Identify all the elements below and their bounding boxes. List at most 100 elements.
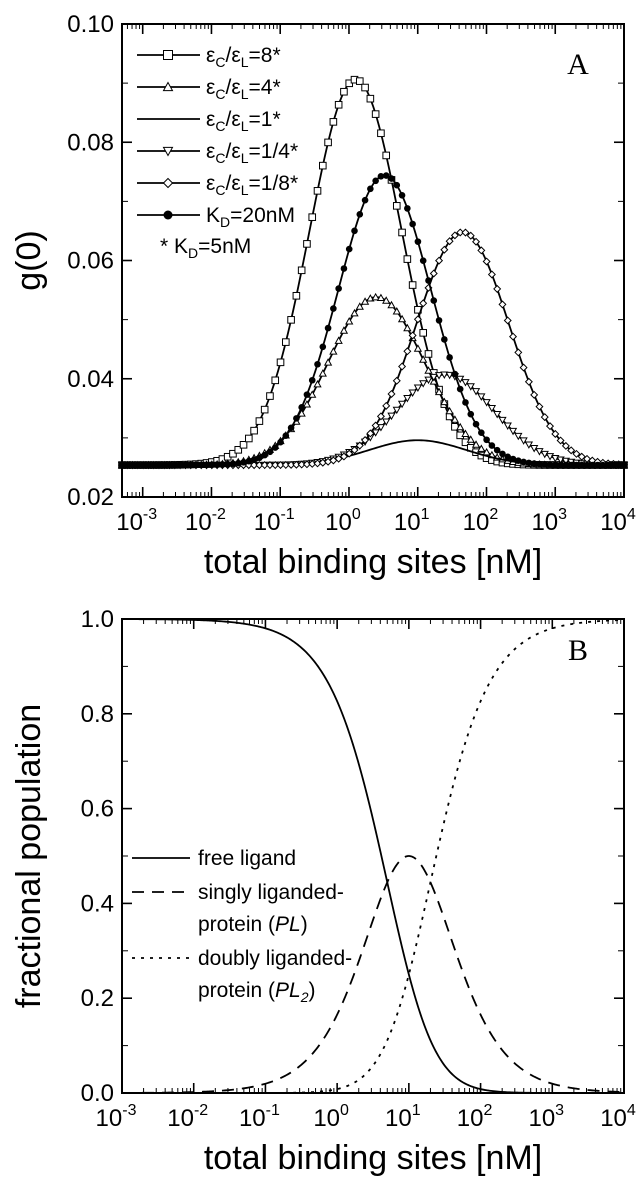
panel-a-data-point [508,427,518,436]
panel-a-data-point [339,452,348,461]
panel-a-data-point [345,245,353,253]
panel-a-data-point [308,390,317,398]
panel-a-data-point [382,172,390,179]
panel-a-series-line [122,78,624,466]
panel-a-x-tick-label: 100 [325,506,361,536]
panel-a-series-5 [118,172,628,469]
panel-a-data-point [340,87,348,96]
panel-a-data-point [434,372,444,380]
panel-a-data-point [287,424,295,432]
panel-a-y-tick-label: 0.02 [67,484,114,511]
panel-a-data-point [514,348,523,357]
panel-a-x-axis-label: total binding sites [nM] [204,543,542,581]
panel-a-data-point [139,461,147,469]
panel-a-data-point [245,434,253,443]
panel-a-data-point [487,270,496,279]
panel-a-data-point [424,366,433,374]
panel-a-data-point [255,461,264,470]
panel-a-data-point [456,422,465,431]
panel-b: 10-3 10-2 10-1 100 101 102 103 104 0.0 0.2 0.4 0.6 0… [10,606,636,1177]
panel-a-data-point [425,277,432,284]
panel-a-data-point [281,460,290,469]
panel-a-data-point [203,461,210,469]
panel-a-data-point [382,401,391,410]
panel-a-data-point [536,460,543,468]
panel-a-data-point [441,336,448,343]
panel-a-data-point [546,422,555,431]
panel-a-data-point [377,172,385,180]
panel-a-data-point [355,302,364,310]
panel-a-data-point [387,412,396,421]
panel-a-data-point [403,323,412,332]
panel-a-data-point [461,379,470,387]
panel-a-data-point [351,227,358,235]
panel-a-series-3 [117,371,629,470]
panel-a-data-point [387,389,396,398]
panel-a-x-tick-label: 10-2 [185,506,226,536]
panel-a-x-tick-label: 103 [531,506,567,536]
panel-a-legend-marker [162,177,174,189]
panel-b-x-tick-label: 104 [600,1102,636,1132]
panel-b-x-axis-label: total binding sites [nM] [204,1139,542,1177]
panel-a-data-point [265,461,274,470]
panel-a-data-point [471,388,481,396]
panel-a-data-point [409,220,416,228]
panel-a-data-point [323,358,333,366]
panel-a-data-point [530,460,538,467]
panel-a-data-point [313,187,322,195]
panel-a-legend-label: εC/εL=1/4* [206,140,298,166]
panel-a-data-point [356,211,364,218]
panel-a-data-point [387,300,396,309]
panel-a-data-point [419,329,427,337]
panel-a-data-point [440,371,449,379]
panel-a-data-point [340,265,348,272]
panel-a-y-tick-label: 0.04 [67,366,114,393]
panel-a-data-point [493,284,502,293]
panel-a-data-point [271,461,280,470]
panel-a-data-point [493,410,502,419]
panel-a-data-point [610,461,617,469]
panel-b-x-tick-label: 102 [457,1102,493,1132]
panel-a-data-point [160,461,168,469]
panel-letter-a: A [567,48,589,81]
panel-a-legend-label: KD=20nM [206,204,295,230]
panel-a-data-point [424,350,433,358]
panel-a-data-point [466,383,475,391]
panel-a-data-point [234,446,243,454]
panel-a-data-point [482,399,491,407]
panel-a-data-point [562,461,570,469]
panel-a-x-tick-label: 10-3 [116,506,157,536]
panel-a-data-point [376,412,385,421]
panel-a-legend-marker [162,81,174,92]
panel-a-data-point [334,454,343,463]
panel-a-data-point [514,432,523,441]
panel-a-data-point [250,426,258,435]
panel-a-data-point [397,314,407,323]
panel-a-data-point [466,231,475,240]
panel-a-data-point [498,300,507,309]
panel-a-data-point [297,266,306,275]
panel-a-data-point [414,238,422,245]
panel-b-legend-label: doubly liganded- [198,947,352,970]
panel-letter-b: B [568,634,588,667]
panel-a-data-point [197,461,205,469]
panel-a-data-point [155,461,163,469]
panel-a-series-1 [117,292,629,469]
panel-a-legend-label: εC/εL=1/8* [206,172,298,198]
panel-b-y-tick-label: 0.6 [81,796,114,823]
panel-a-data-point [567,461,575,469]
panel-a-data-point [398,362,407,371]
panel-a-data-point [477,393,486,401]
panel-a-data-point [324,324,332,332]
panel-a-data-point [392,307,401,315]
panel-a-data-point [466,435,475,443]
panel-a-data-point [308,376,316,384]
panel-a-annotation: * KD=5nM [160,235,251,261]
panel-a-data-point [240,459,247,466]
panel-a-data-point [424,376,433,385]
panel-a-data-point [397,400,407,409]
panel-a-series-line [122,231,625,466]
panel-a-data-point [483,436,490,444]
panel-a-y-axis-label: g(0) [10,230,48,290]
